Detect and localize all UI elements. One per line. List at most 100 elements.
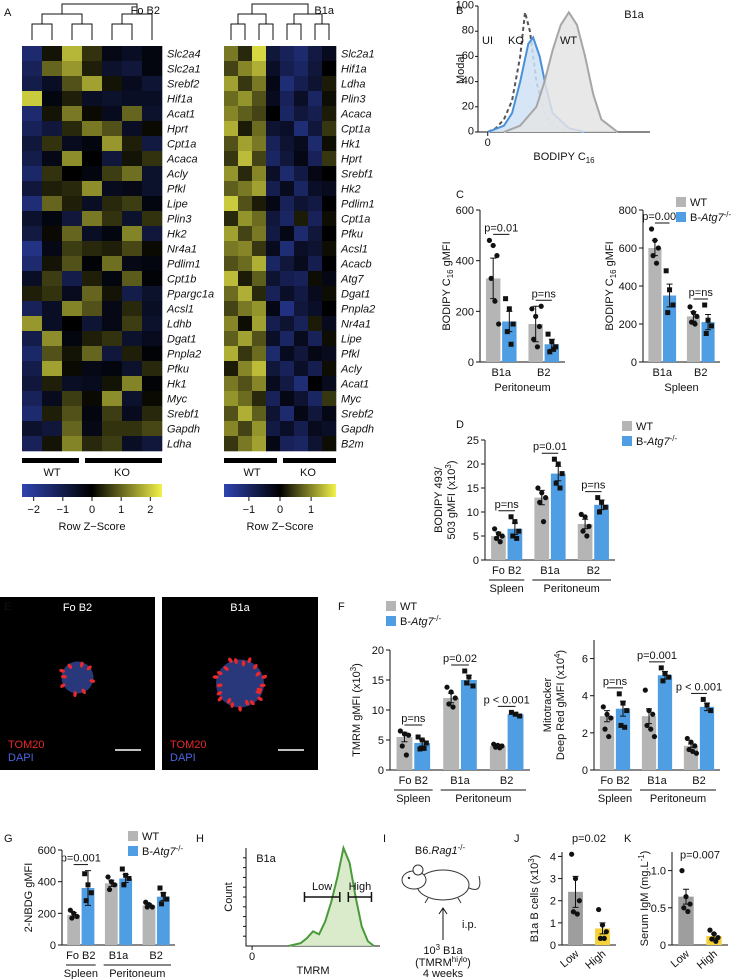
heatmap-cell — [280, 376, 295, 392]
heatmap-cell — [294, 346, 309, 362]
mitochondria — [261, 674, 268, 679]
heatmap-cell — [280, 136, 295, 152]
text-run: 3 — [444, 464, 453, 469]
heatmap-cell — [252, 271, 267, 287]
data-point — [160, 891, 166, 897]
heatmap-cell — [224, 421, 239, 437]
heatmap-cell — [22, 121, 43, 137]
x-tick-label: Fo B2 — [66, 950, 95, 962]
heatmap-cell — [322, 391, 337, 407]
heatmap-cell — [322, 136, 337, 152]
heatmap-cell — [224, 286, 239, 302]
row-label: Pfku — [341, 229, 363, 241]
text-run: 16 — [586, 156, 595, 165]
heatmap-cell — [122, 391, 143, 407]
heatmap-cell — [252, 181, 267, 197]
text-run: -/- — [724, 210, 732, 219]
heatmap-cell — [82, 406, 103, 422]
heatmap-cell — [294, 391, 309, 407]
text-run: BODIPY C — [533, 151, 585, 163]
text-run: Rag1 — [431, 845, 457, 857]
p-value: p=ns — [603, 676, 628, 688]
row-label: Acat1 — [166, 109, 195, 121]
data-point — [517, 713, 523, 719]
x-tick-label: B1a — [450, 775, 470, 787]
panel-label: D — [456, 419, 464, 431]
heatmap-cell — [308, 136, 323, 152]
row-label: Srebf2 — [167, 79, 199, 91]
data-point — [553, 344, 559, 350]
data-point — [444, 684, 450, 690]
heatmap-cell — [22, 286, 43, 302]
heatmap-cell — [62, 316, 83, 332]
data-point — [662, 670, 668, 676]
heatmap-cell — [142, 331, 163, 347]
mitochondria — [226, 697, 232, 704]
data-point — [82, 871, 88, 877]
dendrogram — [258, 23, 274, 40]
y-tick-label: 800 — [619, 205, 637, 217]
data-point — [549, 339, 555, 345]
heatmap-cell — [22, 436, 43, 452]
data-point — [599, 499, 605, 505]
heatmap-cell — [62, 271, 83, 287]
heatmap-cell — [22, 226, 43, 242]
heatmap-cell — [82, 391, 103, 407]
heatmap-cell — [224, 436, 239, 452]
data-point — [666, 674, 672, 680]
colorbar-label: Row Z−Score — [247, 521, 314, 533]
y-tick-label: 5 — [378, 735, 384, 747]
y-tick-label: 25 — [467, 435, 479, 447]
data-point — [490, 242, 496, 249]
heatmap-cell — [22, 421, 43, 437]
heatmap-cell — [252, 121, 267, 137]
y-tick-label: 0 — [631, 357, 637, 369]
heatmap-cell — [22, 241, 43, 257]
panel-label: E — [4, 601, 11, 613]
data-point — [551, 346, 557, 352]
data-point — [603, 929, 609, 935]
data-point — [670, 302, 676, 308]
mitochondria — [255, 671, 261, 677]
heatmap-cell — [308, 61, 323, 77]
y-tick-label: 10 — [372, 705, 384, 717]
heatmap-cell — [142, 91, 163, 107]
heatmap-cell — [322, 46, 337, 62]
heatmap-cell — [280, 76, 295, 92]
row-label: B2m — [341, 439, 364, 451]
row-label: Hif1a — [167, 94, 193, 106]
heatmap-cell — [308, 91, 323, 107]
data-point — [508, 709, 514, 715]
text-run: B6. — [415, 845, 432, 857]
row-label: Pfku — [167, 364, 189, 376]
text-run: ) — [467, 957, 471, 969]
y-tick-label: 10 — [467, 507, 479, 519]
data-point — [693, 750, 700, 756]
series-label: WT — [560, 35, 577, 47]
row-label: Atg7 — [340, 274, 365, 286]
heatmap-cell — [102, 91, 123, 107]
row-label: Cpt1a — [341, 124, 370, 136]
data-point — [494, 253, 500, 259]
heatmap-cell — [322, 301, 337, 317]
data-point — [516, 528, 522, 534]
heatmap-cell — [266, 196, 281, 212]
heatmap-cell — [102, 241, 123, 257]
y-axis-label: Modal — [455, 54, 467, 84]
heatmap-cell — [266, 121, 281, 137]
heatmap-cell — [294, 241, 309, 257]
text-run: BODIPY C — [604, 278, 616, 330]
heatmap-cell — [266, 241, 281, 257]
heatmap-cell — [238, 331, 253, 347]
heatmap-cell — [294, 406, 309, 422]
data-point — [622, 724, 628, 730]
data-point — [462, 668, 468, 674]
bar — [550, 473, 566, 560]
y-axis-label: Mitotracker — [542, 677, 554, 732]
data-point — [538, 303, 544, 309]
y-tick-label: 0 — [50, 940, 56, 952]
heatmap-cell — [142, 106, 163, 122]
data-point — [555, 461, 561, 467]
data-point — [650, 711, 656, 717]
density-curve — [288, 844, 375, 947]
